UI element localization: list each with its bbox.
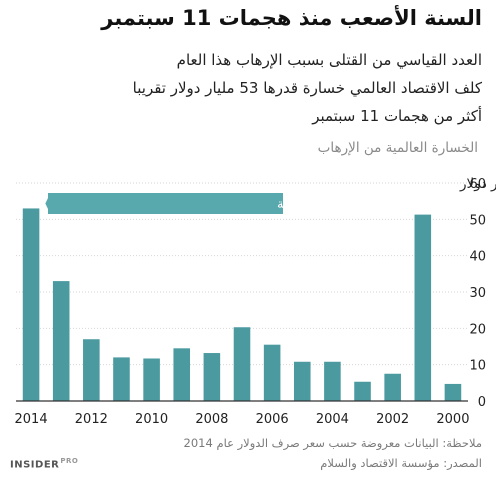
subtitle-line-2: كلف الاقتصاد العالمي خسارة قدرها 53 مليا… (132, 79, 482, 97)
logo-text: INSIDER (10, 459, 60, 471)
source-note: المصدر: مؤسسة الاقتصاد والسلام (320, 456, 482, 470)
annotation-box (48, 193, 283, 214)
x-tick-label-2000: 2000 (436, 412, 469, 427)
bar-2007 (233, 327, 251, 401)
y-tick-label-30: 30 (469, 286, 486, 301)
chart-subtitle: العدد القياسي من القتلى بسبب الإرهاب هذا… (14, 46, 482, 130)
bar-2014 (22, 208, 40, 401)
x-tick-label-2006: 2006 (256, 412, 289, 427)
bar-2001 (414, 214, 432, 401)
y-tick-label-0: 0 (478, 395, 486, 410)
y-tick-label-20: 20 (469, 322, 486, 337)
bar-2010 (143, 358, 160, 401)
bar-2002 (384, 373, 401, 401)
bar-2013 (52, 281, 70, 401)
bar-2005 (293, 361, 311, 401)
y-tick-label-40: 40 (469, 250, 486, 265)
subtitle-line-3: أكثر من هجمات 11 سبتمبر (312, 107, 482, 125)
x-tick-label-2004: 2004 (316, 412, 349, 427)
chart-title: السنة الأصعب منذ هجمات 11 سبتمبر (101, 6, 482, 30)
annotation-text: 51,3مليار دولار نتيجة الخسائر البشرية (277, 197, 484, 212)
subtitle-line-1: العدد القياسي من القتلى بسبب الإرهاب هذا… (176, 51, 482, 69)
x-tick-label-2014: 2014 (15, 412, 48, 427)
y-unit-label: مليار دولار (459, 176, 496, 192)
footnote: ملاحظة: البيانات معروضة حسب سعر صرف الدو… (183, 436, 482, 450)
bar-2003 (354, 381, 371, 401)
bar-2011 (113, 357, 130, 401)
y-tick-label-50: 50 (469, 213, 486, 228)
x-tick-label-2012: 2012 (75, 412, 108, 427)
y-tick-label-10: 10 (469, 359, 486, 374)
x-tick-label-2008: 2008 (195, 412, 228, 427)
bar-2004 (324, 361, 341, 401)
x-tick-label-2010: 2010 (135, 412, 168, 427)
annotation-pointer (45, 198, 48, 209)
bar-2012 (83, 339, 100, 401)
bar-2000 (444, 383, 462, 401)
y-tick-label-60: 60 (469, 177, 486, 192)
y-axis-title: الخسارة العالمية من الإرهاب (317, 140, 478, 156)
bar-2009 (173, 348, 191, 401)
bar-2006 (263, 344, 281, 401)
bar-2008 (203, 353, 221, 401)
x-tick-label-2002: 2002 (376, 412, 409, 427)
insider-pro-logo: INSIDERPRO (10, 457, 78, 470)
logo-pro-text: PRO (60, 457, 79, 465)
